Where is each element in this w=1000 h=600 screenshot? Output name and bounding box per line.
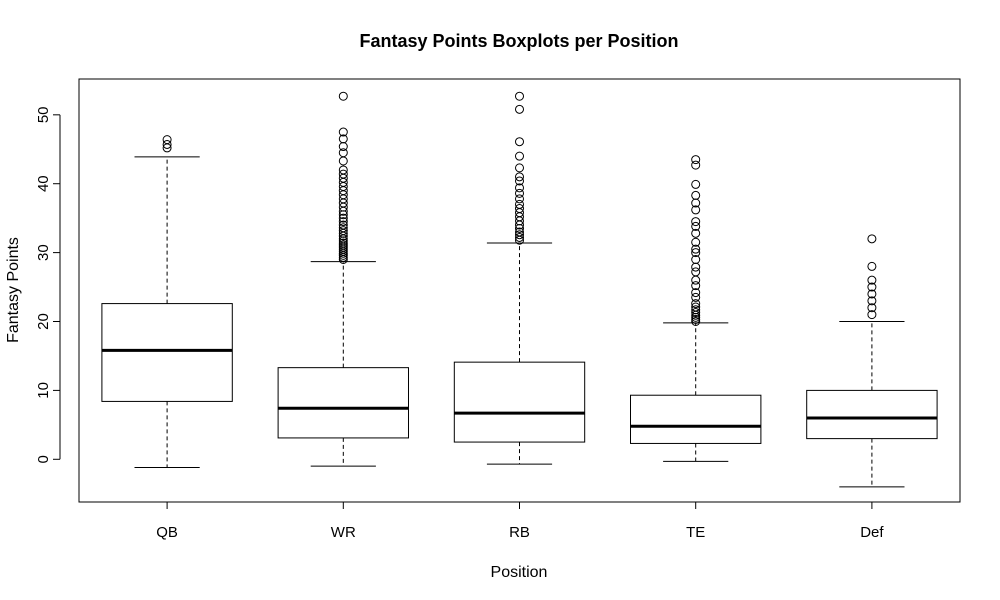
x-axis-label: Position bbox=[491, 564, 548, 581]
x-tick-label: WR bbox=[331, 524, 356, 541]
outlier-point bbox=[691, 299, 701, 309]
outlier-point bbox=[691, 305, 701, 315]
outlier-point bbox=[691, 179, 701, 189]
outlier-point bbox=[515, 188, 524, 198]
outlier-point bbox=[515, 194, 524, 204]
outlier-point bbox=[515, 151, 524, 161]
outlier-point bbox=[338, 223, 348, 233]
y-tick-label: 50 bbox=[35, 106, 52, 123]
outlier-point bbox=[338, 148, 348, 158]
y-tick-label: 30 bbox=[35, 244, 52, 261]
y-tick-label: 10 bbox=[35, 382, 52, 399]
outlier-point bbox=[867, 275, 877, 285]
outlier-point bbox=[515, 232, 524, 242]
boxplot-qb bbox=[101, 135, 233, 469]
outlier-point bbox=[515, 163, 524, 173]
outlier-point bbox=[338, 217, 348, 227]
outlier-point bbox=[691, 281, 701, 291]
outlier-point bbox=[338, 134, 348, 144]
outlier-point bbox=[338, 127, 348, 137]
x-tick-label: TE bbox=[686, 524, 705, 541]
iqr-box bbox=[101, 303, 233, 402]
iqr-box bbox=[453, 361, 586, 443]
axes-layer: 0 10 20 30 40 50 QB WR RB TE Def bbox=[35, 106, 884, 541]
x-tick-label: QB bbox=[156, 524, 178, 541]
outlier-point bbox=[691, 254, 701, 264]
outlier-point bbox=[338, 165, 348, 175]
outlier-point bbox=[691, 248, 701, 258]
outlier-point bbox=[691, 155, 701, 165]
outlier-point bbox=[515, 104, 524, 114]
outlier-point bbox=[691, 190, 701, 200]
outlier-point bbox=[867, 289, 877, 299]
iqr-box bbox=[277, 367, 409, 439]
outlier-point bbox=[867, 261, 877, 271]
outlier-point bbox=[338, 226, 348, 236]
boxplot-rb bbox=[453, 91, 586, 465]
outlier-point bbox=[867, 234, 877, 244]
outlier-point bbox=[691, 267, 701, 277]
y-tick-label: 40 bbox=[35, 175, 52, 192]
outlier-point bbox=[691, 228, 701, 238]
outlier-point bbox=[515, 172, 524, 182]
outlier-point bbox=[162, 135, 172, 145]
outlier-point bbox=[691, 221, 701, 231]
outlier-point bbox=[338, 169, 348, 179]
outlier-point bbox=[338, 238, 348, 248]
boxplot-wr bbox=[277, 91, 409, 467]
outlier-point bbox=[867, 296, 877, 306]
iqr-box bbox=[630, 394, 762, 444]
boxplot-def bbox=[806, 234, 938, 488]
outlier-point bbox=[515, 230, 524, 240]
y-tick-label: 0 bbox=[35, 455, 52, 463]
outlier-point bbox=[162, 139, 172, 149]
x-tick-label: RB bbox=[509, 524, 530, 541]
boxes-layer bbox=[101, 91, 938, 488]
outlier-point bbox=[515, 199, 524, 209]
outlier-point bbox=[867, 282, 877, 292]
outlier-point bbox=[867, 303, 877, 313]
outlier-point bbox=[691, 288, 701, 298]
outlier-point bbox=[338, 156, 348, 166]
outlier-point bbox=[515, 204, 524, 214]
outlier-point bbox=[691, 205, 701, 215]
x-tick-label: Def bbox=[860, 524, 884, 541]
outlier-point bbox=[691, 302, 701, 312]
outlier-point bbox=[515, 176, 524, 186]
outlier-point bbox=[691, 262, 701, 272]
outlier-point bbox=[338, 91, 348, 101]
outlier-point bbox=[338, 240, 348, 250]
outlier-point bbox=[691, 275, 701, 285]
outlier-point bbox=[691, 292, 701, 302]
chart-title: Fantasy Points Boxplots per Position bbox=[359, 31, 678, 51]
outlier-point bbox=[691, 244, 701, 254]
y-tick-label: 20 bbox=[35, 313, 52, 330]
outlier-point bbox=[691, 237, 701, 247]
outlier-point bbox=[691, 314, 701, 324]
outlier-point bbox=[338, 213, 348, 223]
outlier-point bbox=[338, 220, 348, 230]
boxplot-te bbox=[630, 155, 762, 462]
outlier-point bbox=[515, 183, 524, 193]
outlier-point bbox=[867, 310, 877, 320]
outlier-point bbox=[515, 227, 524, 237]
outlier-point bbox=[338, 142, 348, 152]
outlier-point bbox=[515, 91, 524, 101]
outlier-point bbox=[691, 308, 701, 318]
outlier-point bbox=[691, 160, 701, 170]
outlier-point bbox=[691, 217, 701, 227]
y-axis-label: Fantasy Points bbox=[5, 237, 22, 343]
outlier-point bbox=[691, 317, 701, 327]
outlier-point bbox=[515, 137, 524, 147]
iqr-box bbox=[806, 389, 938, 440]
